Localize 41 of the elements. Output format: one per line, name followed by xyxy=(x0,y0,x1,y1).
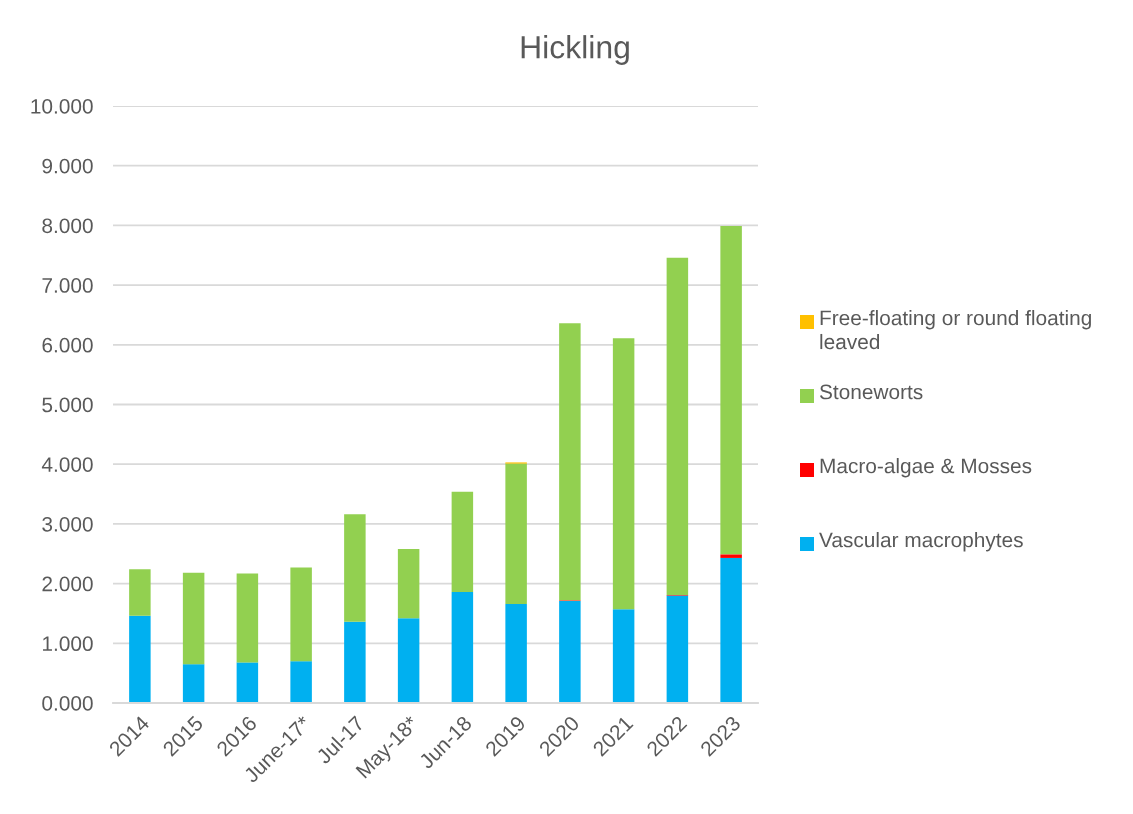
bar xyxy=(129,569,151,616)
bar xyxy=(397,548,420,619)
legend-label: Macro-algae & Mosses xyxy=(820,458,1032,478)
legend-label: Vascular macrophytes xyxy=(819,532,1023,552)
bar xyxy=(612,609,635,703)
bar xyxy=(505,463,527,604)
bar xyxy=(559,600,581,703)
bar xyxy=(720,554,742,558)
bar xyxy=(236,573,259,663)
legend-label: Free-floating or round floating leaved xyxy=(820,310,1091,350)
bar xyxy=(666,595,689,703)
y-tick-label: 2.000 xyxy=(42,576,93,592)
y-tick-label: 4.000 xyxy=(41,457,93,472)
y-tick-label: 10.000 xyxy=(31,99,93,114)
y-tick-label: 0.000 xyxy=(42,696,93,711)
bar xyxy=(451,591,474,703)
bar xyxy=(344,621,366,703)
bar xyxy=(720,226,742,555)
chart-title: Hickling xyxy=(521,35,629,65)
y-tick-label: 1.000 xyxy=(43,636,93,652)
legend-label: Stoneworts xyxy=(819,384,923,400)
y-tick-label: 6.000 xyxy=(42,337,93,353)
bar xyxy=(397,618,420,703)
y-tick-label: 7.000 xyxy=(42,278,93,293)
bar xyxy=(290,661,312,703)
bar xyxy=(236,662,259,703)
y-tick-label: 3.000 xyxy=(42,516,93,532)
bar xyxy=(344,514,366,622)
bar xyxy=(559,323,581,601)
bar xyxy=(612,338,635,610)
bar xyxy=(129,615,151,703)
bar xyxy=(451,491,474,592)
y-tick-label: 5.000 xyxy=(42,397,93,413)
bar xyxy=(505,603,527,703)
y-tick-label: 8.000 xyxy=(42,218,93,234)
bar xyxy=(182,664,205,703)
bar xyxy=(720,557,742,703)
bar xyxy=(290,567,312,662)
bar xyxy=(666,257,689,595)
bar xyxy=(182,572,205,665)
y-tick-label: 9.000 xyxy=(42,158,93,174)
